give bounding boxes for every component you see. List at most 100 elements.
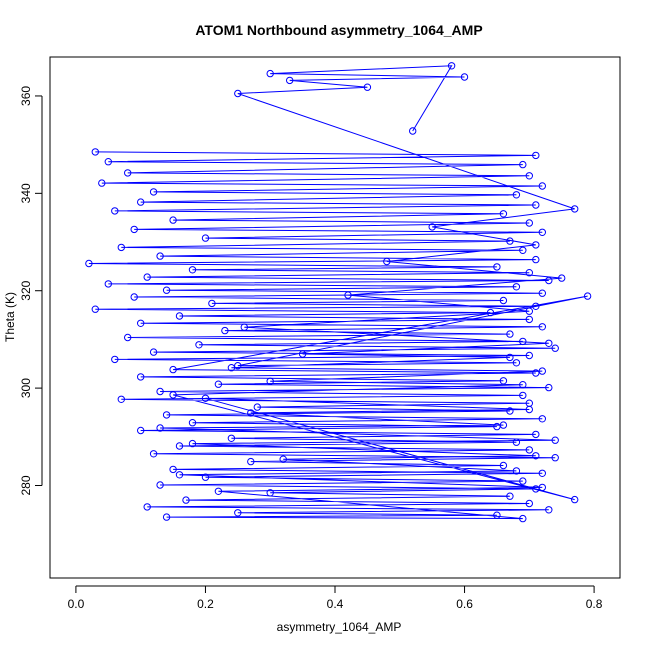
data-point (130, 293, 138, 301)
data-point (162, 411, 171, 419)
data-point (182, 496, 190, 504)
y-tick-label: 280 (19, 475, 33, 495)
data-point (538, 469, 546, 477)
data-point (499, 296, 508, 305)
data-point (137, 426, 145, 435)
data-point (499, 461, 508, 470)
data-point (545, 276, 553, 285)
data-point (188, 439, 197, 448)
plot-frame (49, 56, 621, 579)
data-point (124, 333, 132, 342)
data-point (519, 337, 527, 346)
axis-layer: 0.0 0.2 0.4 0.6 0.8 280 300 320 340 360 (19, 86, 603, 611)
data-point (551, 344, 559, 352)
data-point (532, 452, 540, 460)
data-point (221, 326, 229, 335)
data-point (558, 274, 566, 282)
y-axis-label: Theta (K) (3, 292, 17, 342)
data-point (525, 446, 533, 454)
data-point (149, 188, 158, 196)
data-point (538, 182, 546, 190)
data-point (117, 243, 126, 252)
data-point (551, 436, 559, 444)
data-point (169, 365, 177, 374)
data-point (234, 89, 242, 98)
data-point (214, 380, 223, 388)
data-point (525, 351, 533, 360)
data-point (208, 299, 216, 308)
data-point (247, 457, 255, 466)
data-point (156, 387, 164, 396)
data-point (525, 269, 533, 277)
data-point (111, 207, 119, 215)
data-point (525, 315, 533, 324)
data-point (538, 323, 546, 331)
x-tick-label: 0.4 (327, 597, 344, 611)
data-point (447, 62, 456, 70)
data-point (532, 201, 540, 209)
data-point (162, 286, 171, 294)
data-point (532, 151, 540, 160)
x-tick-label: 0.0 (68, 597, 85, 611)
data-point (188, 266, 197, 274)
data-point (506, 492, 514, 500)
x-tick-label: 0.6 (456, 597, 473, 611)
data-point (519, 391, 527, 400)
data-point (512, 359, 521, 367)
y-tick-label: 320 (19, 280, 33, 300)
plot-layer (85, 62, 592, 523)
data-point (512, 467, 521, 475)
data-point (525, 499, 533, 508)
data-point (409, 127, 417, 135)
data-point (532, 241, 540, 249)
y-tick-label: 340 (19, 183, 33, 203)
data-point (201, 234, 210, 242)
data-point (519, 477, 527, 485)
data-point (195, 341, 203, 349)
data-point (137, 198, 145, 206)
data-point (149, 348, 158, 356)
data-point (493, 511, 501, 519)
data-point (551, 454, 559, 462)
data-point (143, 503, 151, 511)
data-point (266, 489, 274, 497)
data-point (571, 495, 579, 504)
data-point (85, 259, 93, 268)
data-point (156, 481, 164, 489)
data-point (344, 291, 352, 299)
series-line (88, 65, 588, 520)
data-point (298, 350, 307, 358)
data-point (137, 319, 145, 327)
x-tick-label: 0.8 (586, 597, 603, 611)
data-point (532, 369, 540, 377)
data-point (512, 283, 521, 291)
data-point (363, 83, 372, 91)
data-point (130, 225, 138, 234)
data-point (519, 160, 527, 169)
data-point (214, 487, 223, 495)
data-point (279, 455, 287, 463)
data-point (538, 415, 546, 423)
data-point (545, 383, 553, 392)
data-point (175, 471, 184, 479)
data-point (286, 76, 294, 85)
data-point (538, 367, 546, 375)
data-point (519, 381, 527, 389)
data-point (91, 305, 100, 313)
data-point (162, 513, 171, 521)
data-point (532, 255, 540, 264)
data-point (545, 506, 553, 514)
data-point (266, 377, 274, 385)
data-point (499, 377, 508, 385)
data-point (538, 228, 546, 237)
y-tick-label: 300 (19, 378, 33, 398)
data-point (383, 257, 391, 266)
data-point (104, 158, 113, 166)
data-point (149, 450, 158, 458)
data-point (227, 364, 236, 372)
data-point (428, 223, 436, 231)
data-point (117, 395, 126, 403)
chart-title: ATOM1 Northbound asymmetry_1064_AMP (195, 22, 482, 38)
data-point (545, 339, 553, 347)
